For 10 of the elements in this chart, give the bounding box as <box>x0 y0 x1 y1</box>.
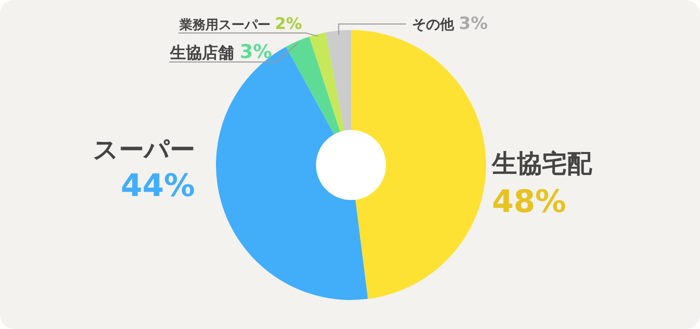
data-label: 2% <box>274 14 302 33</box>
slice-label: 生協店舗 <box>170 43 234 62</box>
slice-label: 業務用スーパー <box>179 18 270 33</box>
slice-label: 生協宅配 <box>491 149 593 178</box>
data-label: 3% <box>240 41 272 63</box>
data-label: 48% <box>492 184 566 220</box>
data-label: 3% <box>458 14 488 34</box>
slice-label: スーパー <box>93 135 195 164</box>
data-label: 44% <box>120 168 195 204</box>
slice-label: その他 <box>412 17 454 33</box>
